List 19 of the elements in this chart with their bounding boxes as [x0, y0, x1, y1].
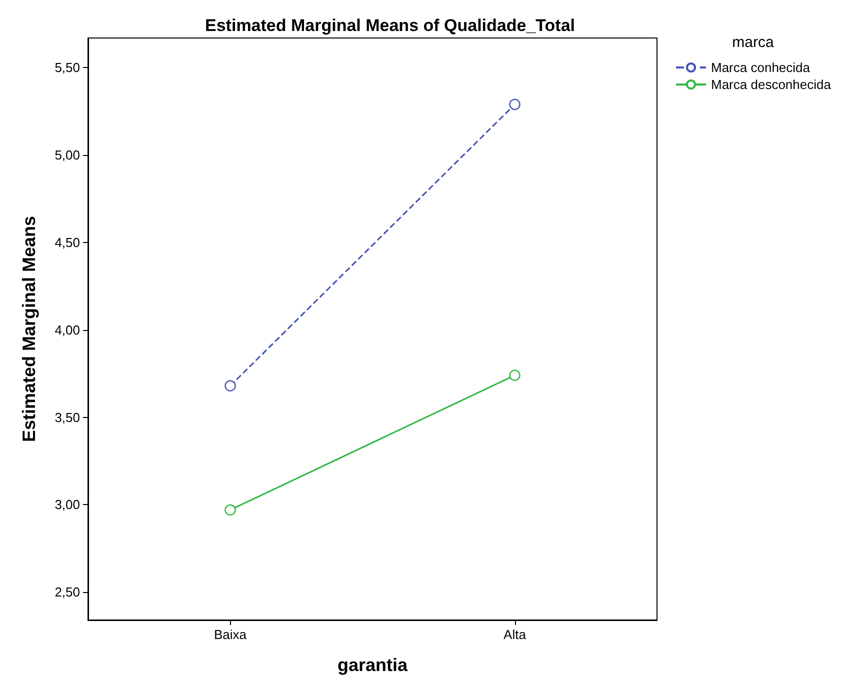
y-tick-label: 4,00 [54, 322, 80, 338]
y-tick-label: 5,00 [54, 148, 80, 163]
point [224, 380, 236, 392]
y-tick-label: 2,50 [54, 584, 80, 600]
x-axis-title: garantia [337, 655, 408, 675]
y-tick-label: 3,50 [54, 410, 80, 425]
point [509, 370, 520, 381]
chart-title: Estimated Marginal Means of Qualidade_Total [205, 16, 575, 35]
y-tick-label: 4,50 [54, 234, 80, 250]
x-tick-label: Baixa [214, 627, 248, 642]
point [509, 98, 520, 110]
x-tick-label: Alta [504, 627, 527, 642]
point [224, 504, 236, 516]
legend-title: marca [732, 34, 774, 51]
y-tick-label: 5,50 [54, 60, 80, 76]
legend-label: Marca conhecida [711, 60, 811, 75]
y-tick-label: 3,00 [54, 497, 80, 512]
y-axis-title: Estimated Marginal Means [19, 216, 39, 442]
legend-label: Marca desconhecida [711, 77, 832, 92]
